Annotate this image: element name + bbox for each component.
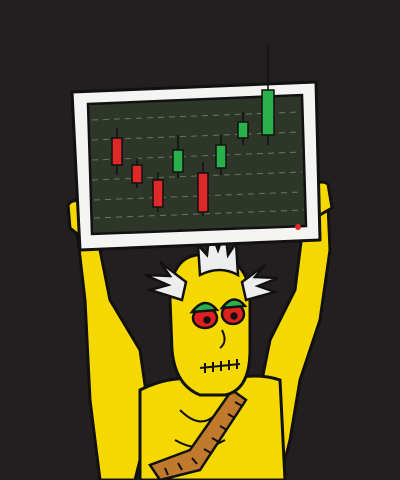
grid-line <box>93 209 305 219</box>
monitor <box>70 45 322 252</box>
right-lid <box>219 298 248 310</box>
candle-green <box>237 121 249 139</box>
bandolier-shells <box>164 401 243 476</box>
candle-red <box>152 179 164 208</box>
mouth-stitches <box>199 359 241 373</box>
hair-left <box>144 261 188 302</box>
nose <box>219 329 226 349</box>
left-arm <box>70 213 152 480</box>
candle-red <box>197 172 209 213</box>
monitor-screen <box>86 93 308 236</box>
candle-green <box>172 149 184 173</box>
power-light <box>295 224 301 230</box>
candle-green <box>261 89 275 136</box>
candle-red <box>131 164 143 184</box>
candles <box>111 45 275 216</box>
left-lid <box>189 301 220 314</box>
eyes <box>189 298 248 330</box>
right-pupil <box>230 312 238 320</box>
grid-line <box>91 111 301 121</box>
left-pupil <box>203 316 211 324</box>
grid-line <box>91 151 303 161</box>
candle-green <box>215 144 227 169</box>
bandolier <box>148 388 248 480</box>
candle-red <box>111 137 123 166</box>
grid-line <box>91 131 301 141</box>
hair-right <box>240 263 280 302</box>
grid-line <box>91 171 303 181</box>
